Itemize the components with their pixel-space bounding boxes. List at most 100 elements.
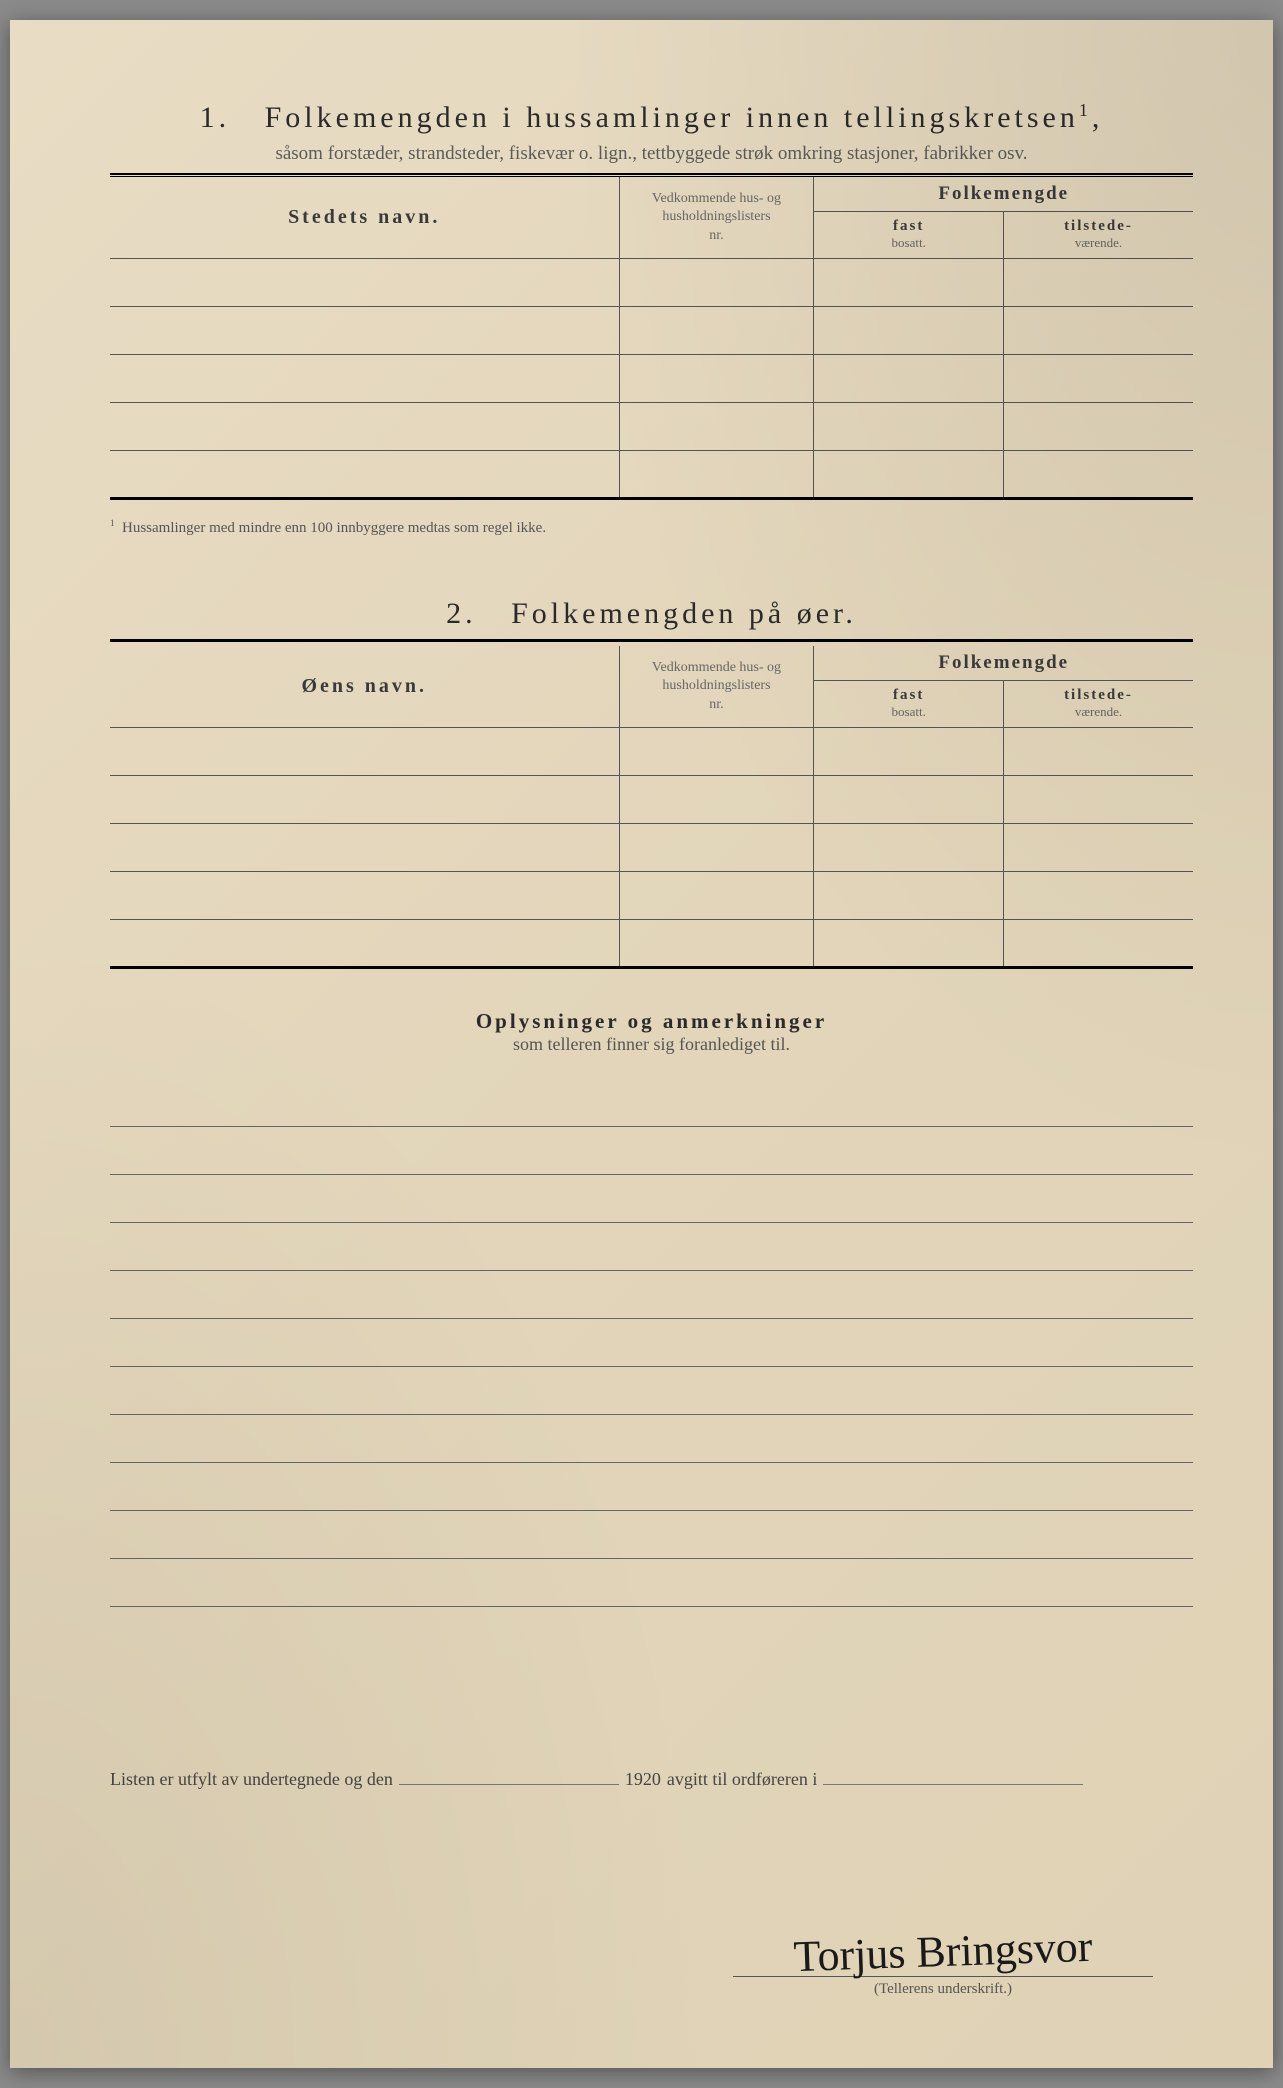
col-header-name: Stedets navn.: [110, 177, 619, 259]
cell: [814, 728, 1004, 776]
table-row: [110, 451, 1193, 499]
cell: [814, 920, 1004, 968]
cell: [110, 403, 619, 451]
ruled-line: [110, 1463, 1193, 1511]
cell: [110, 728, 619, 776]
cell: [814, 403, 1004, 451]
cell: [110, 259, 619, 307]
section2-title-text: Folkemengden på øer.: [511, 597, 857, 630]
cell: [814, 824, 1004, 872]
cell: [110, 355, 619, 403]
cell: [1003, 259, 1193, 307]
col2-l3: nr.: [628, 227, 806, 245]
cell: [619, 776, 814, 824]
col-header-tilstede2: tilstede- værende.: [1003, 681, 1193, 728]
cell: [619, 872, 814, 920]
cell: [110, 824, 619, 872]
remarks-heading: Oplysninger og anmerkninger som telleren…: [110, 1009, 1193, 1055]
cell: [814, 451, 1004, 499]
table-row: [110, 872, 1193, 920]
cell: [1003, 728, 1193, 776]
signature-block: Torjus Bringsvor (Tellerens underskrift.…: [733, 1930, 1153, 1998]
table-row: [110, 355, 1193, 403]
cell: [110, 451, 619, 499]
section1-table: Stedets navn. Vedkommende hus- og hushol…: [110, 177, 1193, 500]
col-header-island: Øens navn.: [110, 646, 619, 728]
cell: [814, 259, 1004, 307]
cell: [110, 307, 619, 355]
cell: [1003, 307, 1193, 355]
section1-footnote: 1 Hussamlinger med mindre enn 100 innbyg…: [110, 518, 1193, 537]
cell: [814, 355, 1004, 403]
cell: [1003, 824, 1193, 872]
cell: [814, 872, 1004, 920]
footer-t2: avgitt til ordføreren i: [667, 1769, 817, 1790]
footer-t1: Listen er utfylt av undertegnede og den: [110, 1769, 393, 1790]
s2c3a-l: bosatt.: [892, 704, 926, 719]
footer-blank1: [399, 1767, 619, 1785]
section1-number: 1.: [200, 101, 231, 134]
ruled-line: [110, 1559, 1193, 1607]
section1-subtitle: såsom forstæder, strandsteder, fiskevær …: [110, 143, 1193, 165]
ruled-line: [110, 1271, 1193, 1319]
col-header-fast: fast bosatt.: [814, 212, 1004, 259]
cell: [619, 728, 814, 776]
cell: [619, 259, 814, 307]
signature-handwriting: Torjus Bringsvor: [732, 1923, 1153, 1982]
table-row: [110, 920, 1193, 968]
cell: [1003, 355, 1193, 403]
cell: [1003, 776, 1193, 824]
cell: [619, 451, 814, 499]
section2-table: Øens navn. Vedkommende hus- og husholdni…: [110, 646, 1193, 969]
table-row: [110, 776, 1193, 824]
section1-title-text: Folkemengden i hussamlinger innen tellin…: [265, 101, 1079, 134]
s2c3a-b: fast: [893, 687, 924, 703]
ruled-line: [110, 1223, 1193, 1271]
table-row: [110, 403, 1193, 451]
cell: [1003, 872, 1193, 920]
cell: [814, 307, 1004, 355]
c3b-l: værende.: [1075, 235, 1122, 250]
cell: [619, 355, 814, 403]
col-header-lists2: Vedkommende hus- og husholdningslisters …: [619, 646, 814, 728]
ruled-line: [110, 1127, 1193, 1175]
table-row: [110, 259, 1193, 307]
cell: [110, 776, 619, 824]
cell: [1003, 403, 1193, 451]
col-header-pop: Folkemengde: [814, 177, 1193, 212]
cell: [619, 920, 814, 968]
fn-text: Hussamlinger med mindre enn 100 innbygge…: [122, 520, 546, 536]
ruled-line: [110, 1079, 1193, 1127]
s2c3b-b: tilstede-: [1064, 687, 1133, 703]
section1-sup: 1: [1079, 100, 1092, 120]
remarks-bold: Oplysninger og anmerkninger: [110, 1009, 1193, 1034]
c3a-l: bosatt.: [892, 235, 926, 250]
col2-l1: Vedkommende hus- og: [628, 190, 806, 208]
cell: [110, 872, 619, 920]
fn-sup: 1: [110, 518, 115, 528]
ruled-line: [110, 1415, 1193, 1463]
cell: [619, 824, 814, 872]
table-row: [110, 307, 1193, 355]
footer-blank2: [823, 1767, 1083, 1785]
remarks-lines: [110, 1079, 1193, 1607]
col2-l2: husholdningslisters: [628, 208, 806, 226]
section1-title-end: ,: [1092, 101, 1104, 134]
col-header-lists: Vedkommende hus- og husholdningslisters …: [619, 177, 814, 259]
s2c2-l1: Vedkommende hus- og: [628, 659, 806, 677]
footer-statement: Listen er utfylt av undertegnede og den …: [110, 1767, 1193, 1790]
col-header-tilstede: tilstede- værende.: [1003, 212, 1193, 259]
section2-title: 2. Folkemengden på øer.: [110, 597, 1193, 631]
c3a-b: fast: [893, 218, 924, 234]
section2-number: 2.: [446, 597, 477, 630]
s2c2-l2: husholdningslisters: [628, 677, 806, 695]
cell: [619, 403, 814, 451]
table-row: [110, 728, 1193, 776]
cell: [1003, 451, 1193, 499]
cell: [619, 307, 814, 355]
ruled-line: [110, 1319, 1193, 1367]
col-header-pop2: Folkemengde: [814, 646, 1193, 681]
remarks-sub: som telleren finner sig foranlediget til…: [110, 1034, 1193, 1055]
table-row: [110, 824, 1193, 872]
footer-year: 1920: [625, 1769, 661, 1790]
